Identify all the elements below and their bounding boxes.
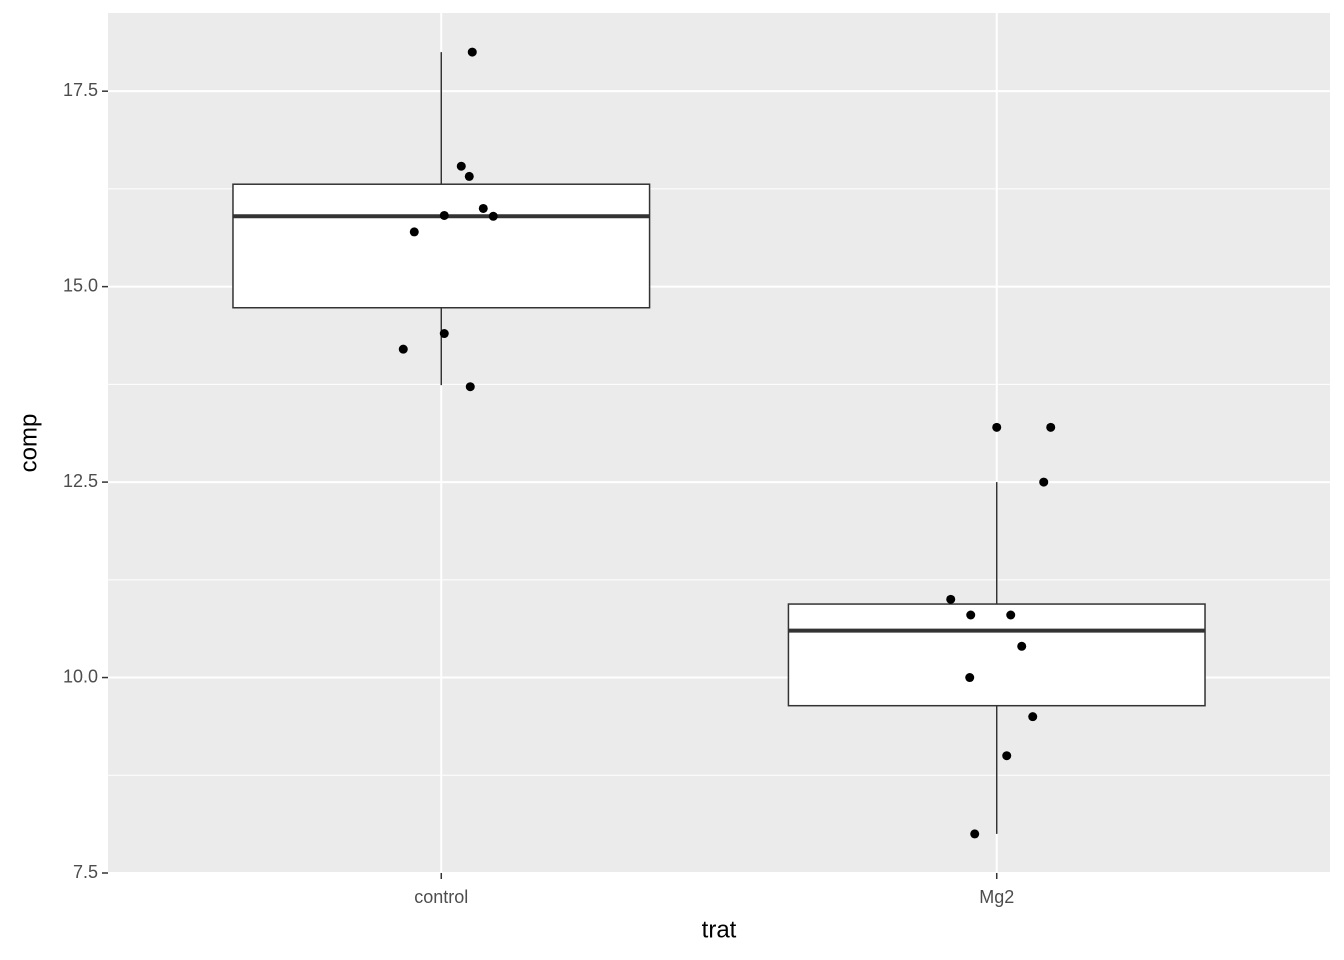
point: [1017, 641, 1027, 651]
point: [1006, 610, 1016, 620]
y-tick-label: 15.0: [63, 275, 98, 295]
point: [439, 329, 449, 339]
point: [465, 382, 475, 392]
point: [946, 594, 956, 604]
point: [1028, 712, 1038, 722]
box: [232, 183, 651, 309]
point: [966, 610, 976, 620]
point: [992, 422, 1002, 432]
point: [467, 47, 477, 57]
point: [1039, 477, 1049, 487]
point: [478, 203, 488, 213]
point: [965, 673, 975, 683]
point: [439, 210, 449, 220]
y-tick-label: 7.5: [73, 862, 98, 882]
panel: [108, 13, 1330, 873]
x-tick-label: Mg2: [979, 887, 1014, 907]
x-axis-title: trat: [702, 916, 737, 943]
point: [488, 211, 498, 221]
point: [1002, 751, 1012, 761]
point: [1046, 422, 1056, 432]
x-tick-label: control: [414, 887, 468, 907]
point: [409, 227, 419, 237]
box: [787, 603, 1206, 707]
point: [398, 344, 408, 354]
point: [464, 171, 474, 181]
y-tick-label: 10.0: [63, 666, 98, 686]
y-tick-label: 17.5: [63, 80, 98, 100]
y-axis-title: comp: [15, 414, 42, 473]
point: [456, 161, 466, 171]
point: [970, 829, 980, 839]
y-tick-label: 12.5: [63, 471, 98, 491]
